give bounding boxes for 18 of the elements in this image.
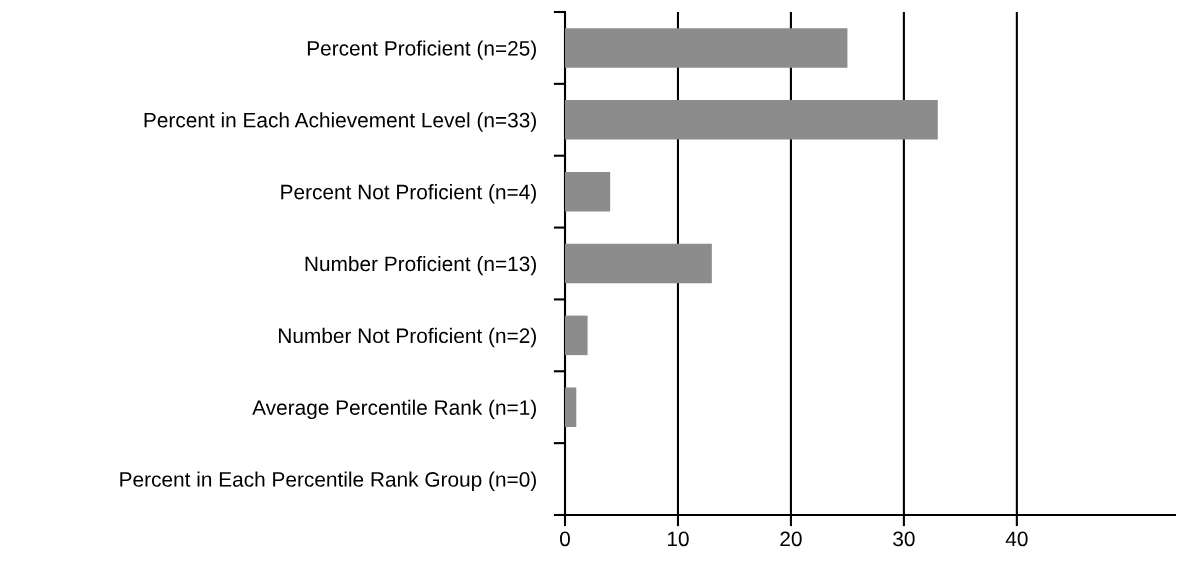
bar xyxy=(565,315,588,356)
bar xyxy=(565,100,938,140)
y-tick-label: Percent Proficient (n=25) xyxy=(307,40,536,60)
y-tick-label: Percent Not Proficient (n=4) xyxy=(281,184,536,204)
bar xyxy=(565,387,577,427)
x-tick-label: 30 xyxy=(893,531,915,547)
y-tick-label: Number Not Proficient (n=2) xyxy=(279,327,536,348)
x-tick-label: 40 xyxy=(1005,531,1028,547)
bar xyxy=(565,243,712,284)
y-tick-label: Percent in Each Percentile Rank Group (n=0) xyxy=(120,471,536,491)
bar xyxy=(565,171,611,212)
y-tick-label: Percent in Each Achievement Level (n=33) xyxy=(144,112,536,132)
y-tick-label: Number Proficient (n=13) xyxy=(305,255,536,276)
x-tick-label: 10 xyxy=(667,531,689,547)
bar xyxy=(565,28,848,68)
x-tick-label: 0 xyxy=(560,531,570,547)
y-tick-label: Average Percentile Rank (n=1) xyxy=(252,399,536,420)
x-tick-label: 20 xyxy=(780,531,802,547)
